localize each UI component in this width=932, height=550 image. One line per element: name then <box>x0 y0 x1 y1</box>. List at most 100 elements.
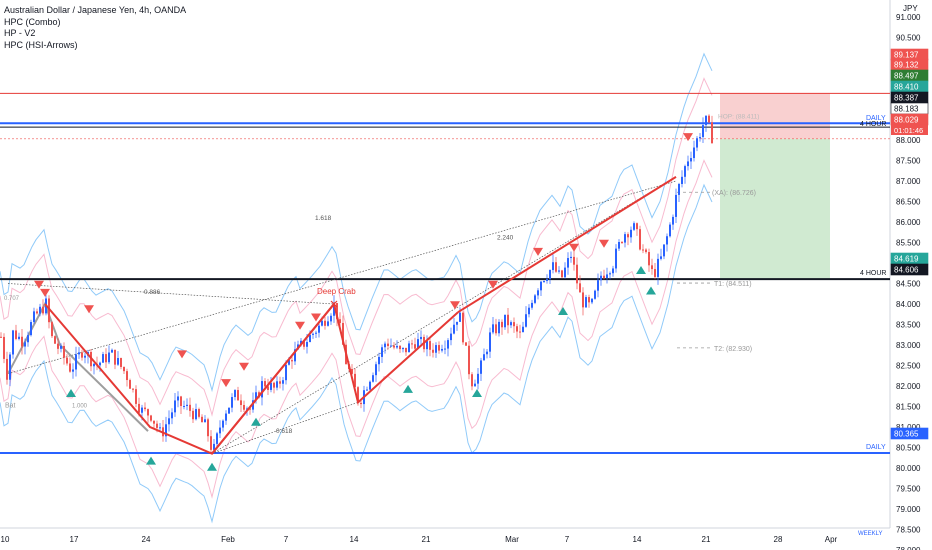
candle-body <box>120 358 122 367</box>
candle-body <box>330 315 332 322</box>
buy-signal-arrow <box>403 384 413 393</box>
candle-body <box>165 424 167 437</box>
candle-body <box>9 354 11 380</box>
candle-body <box>150 415 152 421</box>
candle-body <box>225 413 227 421</box>
candle-body <box>36 311 38 314</box>
candle-body <box>648 252 650 266</box>
candle-body <box>114 349 116 365</box>
candle-body <box>159 427 161 429</box>
candle-body <box>420 336 422 340</box>
candle-body <box>321 320 323 326</box>
candle-body <box>516 326 518 332</box>
price-tick: 84.000 <box>896 300 921 309</box>
symbol-title[interactable]: Australian Dollar / Japanese Yen, 4h, OA… <box>4 5 187 15</box>
candle-body <box>252 400 254 410</box>
candle-body <box>438 345 440 351</box>
indicator-hpc-hsi-arrows[interactable]: HPC (HSI-Arrows) <box>4 39 78 50</box>
price-tick: 90.500 <box>896 34 921 43</box>
indicator-hpc-combo[interactable]: HPC (Combo) <box>4 16 61 27</box>
fib-1618-label: 1.618 <box>315 215 332 222</box>
candles-group <box>0 114 713 454</box>
candle-body <box>684 166 686 177</box>
candle-body <box>27 335 29 343</box>
candle-body <box>705 115 707 126</box>
buy-signal-arrow <box>146 456 156 465</box>
candle-body <box>507 314 509 326</box>
candle-body <box>12 330 14 355</box>
time-tick: 14 <box>350 535 359 544</box>
candle-body <box>384 343 386 348</box>
take-profit-zone <box>720 138 830 280</box>
candle-body <box>78 352 80 355</box>
candle-body <box>246 408 248 410</box>
candle-body <box>441 348 443 351</box>
candle-body <box>99 362 101 366</box>
indicator-hp-v2[interactable]: HP - V2 <box>4 28 36 38</box>
crab-leg <box>211 303 335 455</box>
candle-body <box>177 396 179 401</box>
candle-body <box>111 349 113 353</box>
candle-body <box>279 381 281 384</box>
fib-line-0886 <box>7 283 335 305</box>
candle-body <box>675 194 677 217</box>
price-tick: 86.000 <box>896 218 921 227</box>
candle-body <box>270 382 272 390</box>
candle-body <box>336 303 338 320</box>
candle-body <box>141 407 143 413</box>
price-badge-text: 88.410 <box>894 83 919 92</box>
candle-body <box>390 345 392 347</box>
price-badge <box>890 263 929 276</box>
candle-body <box>387 343 389 347</box>
candle-body <box>219 427 221 434</box>
candle-body <box>318 325 320 333</box>
price-tick: 78.500 <box>896 526 921 535</box>
candle-body <box>273 382 275 388</box>
sell-signal-arrow <box>221 379 231 388</box>
candle-body <box>528 307 530 315</box>
candle-body <box>108 352 110 363</box>
candle-body <box>183 405 185 407</box>
candle-body <box>669 224 671 237</box>
candle-body <box>300 340 302 345</box>
candle-body <box>657 258 659 277</box>
candle-body <box>255 392 257 401</box>
candle-body <box>660 256 662 259</box>
chart-legend: Australian Dollar / Japanese Yen, 4h, OA… <box>4 5 186 51</box>
candle-body <box>618 241 620 249</box>
stop-loss-zone <box>720 93 830 139</box>
price-badge-text: 88.387 <box>894 94 919 103</box>
candle-body <box>630 229 632 238</box>
candle-body <box>75 354 77 370</box>
candle-body <box>699 137 701 139</box>
candle-body <box>174 400 176 413</box>
price-tick: 79.000 <box>896 505 921 514</box>
candle-body <box>468 345 470 375</box>
price-tick: 78.000 <box>896 546 921 550</box>
upper-inner-band <box>0 77 713 417</box>
candle-body <box>627 234 629 238</box>
candle-body <box>471 374 473 387</box>
time-tick: 24 <box>142 535 151 544</box>
candle-body <box>213 443 215 450</box>
price-tick: 88.000 <box>896 136 921 145</box>
candle-body <box>486 351 488 355</box>
candle-body <box>312 333 314 335</box>
candle-body <box>402 347 404 350</box>
candle-body <box>567 258 569 268</box>
candle-body <box>261 381 263 398</box>
buy-signal-arrow <box>636 266 646 274</box>
candle-body <box>504 314 506 328</box>
candle-body <box>351 368 353 374</box>
candle-body <box>393 345 395 348</box>
candle-body <box>180 396 182 406</box>
weekly-label: WEEKLY <box>858 531 883 537</box>
candle-body <box>237 390 239 401</box>
candle-body <box>522 326 524 333</box>
sell-signal-arrow <box>488 280 498 289</box>
candle-body <box>117 358 119 365</box>
price-tick: 80.500 <box>896 444 921 453</box>
candle-body <box>285 364 287 381</box>
4h-label-upper: 4 HOUR <box>860 121 886 128</box>
